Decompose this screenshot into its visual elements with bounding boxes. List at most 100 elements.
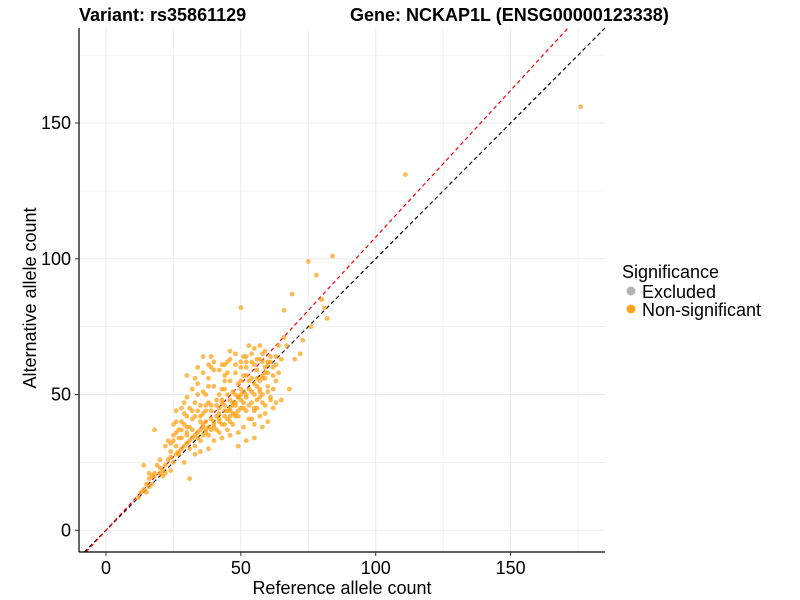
data-point bbox=[168, 454, 174, 460]
reference-line-identity bbox=[83, 27, 606, 553]
x-axis-label: Reference allele count bbox=[252, 578, 431, 598]
data-point bbox=[238, 392, 244, 397]
data-point bbox=[251, 435, 257, 441]
data-point bbox=[254, 367, 260, 373]
data-point bbox=[165, 438, 171, 444]
data-point bbox=[233, 351, 238, 357]
data-point bbox=[227, 348, 233, 354]
data-point bbox=[184, 373, 190, 378]
data-point bbox=[203, 408, 209, 414]
data-point bbox=[195, 364, 201, 370]
data-point bbox=[187, 438, 192, 444]
chart-title-gene: Gene: NCKAP1L (ENSG00000123338) bbox=[350, 5, 669, 25]
data-point bbox=[222, 373, 228, 378]
data-point bbox=[227, 432, 233, 438]
data-point bbox=[197, 449, 203, 454]
data-point bbox=[206, 383, 211, 389]
data-point bbox=[192, 451, 198, 457]
data-point bbox=[211, 359, 217, 365]
data-point bbox=[179, 405, 184, 411]
data-point bbox=[262, 411, 268, 416]
data-point bbox=[227, 356, 233, 362]
data-point bbox=[184, 413, 190, 419]
data-point bbox=[243, 408, 249, 414]
data-point bbox=[281, 335, 287, 340]
data-point bbox=[254, 405, 260, 411]
data-point bbox=[141, 462, 147, 468]
data-point bbox=[192, 400, 198, 406]
data-point bbox=[260, 400, 265, 406]
data-point bbox=[171, 438, 176, 444]
x-tick-label: 100 bbox=[361, 558, 391, 578]
data-point bbox=[224, 392, 230, 397]
data-point bbox=[241, 400, 246, 406]
data-point bbox=[206, 446, 211, 452]
data-point bbox=[211, 383, 217, 389]
data-point bbox=[146, 470, 152, 476]
data-point bbox=[265, 359, 271, 365]
data-point bbox=[168, 449, 174, 454]
data-point bbox=[305, 259, 311, 264]
data-point bbox=[184, 430, 190, 435]
data-point bbox=[219, 435, 225, 441]
data-point bbox=[278, 397, 284, 403]
data-point bbox=[257, 394, 263, 400]
data-point bbox=[162, 443, 168, 449]
legend-marker-excluded bbox=[626, 286, 636, 296]
data-point bbox=[281, 307, 287, 313]
data-point bbox=[278, 356, 284, 362]
data-point bbox=[179, 435, 184, 441]
data-point bbox=[243, 392, 249, 397]
data-point bbox=[265, 389, 271, 395]
data-point bbox=[152, 473, 157, 479]
data-point bbox=[146, 476, 152, 482]
data-point bbox=[146, 484, 152, 490]
data-point bbox=[273, 378, 279, 384]
data-point bbox=[181, 400, 187, 406]
data-point bbox=[238, 359, 244, 365]
data-point bbox=[173, 419, 179, 425]
data-point bbox=[273, 400, 279, 406]
data-point bbox=[195, 408, 201, 414]
data-point bbox=[206, 432, 211, 438]
data-point bbox=[246, 343, 252, 349]
data-point bbox=[211, 438, 217, 444]
data-point bbox=[176, 427, 182, 433]
data-point bbox=[216, 411, 222, 416]
data-point bbox=[260, 424, 265, 430]
data-point bbox=[208, 408, 214, 414]
data-point bbox=[284, 343, 290, 349]
data-point bbox=[224, 427, 230, 433]
data-point bbox=[192, 413, 198, 419]
data-point bbox=[200, 370, 206, 376]
data-point bbox=[273, 354, 279, 359]
data-point bbox=[265, 383, 271, 389]
data-point bbox=[324, 316, 330, 321]
data-point bbox=[219, 386, 225, 392]
data-point bbox=[211, 424, 217, 430]
data-point bbox=[270, 364, 276, 370]
data-point bbox=[219, 400, 225, 406]
data-point bbox=[222, 362, 228, 368]
legend-label-excluded: Excluded bbox=[642, 282, 716, 302]
data-point bbox=[243, 438, 249, 444]
data-point bbox=[200, 432, 206, 438]
data-point bbox=[222, 378, 228, 384]
data-point bbox=[268, 354, 273, 359]
data-point bbox=[251, 381, 257, 387]
y-tick-label: 50 bbox=[51, 385, 71, 405]
data-point bbox=[251, 421, 257, 427]
data-point bbox=[181, 460, 187, 465]
data-point bbox=[238, 364, 244, 370]
data-point bbox=[203, 427, 209, 433]
data-point bbox=[243, 359, 249, 365]
data-point bbox=[254, 356, 260, 362]
data-point bbox=[235, 443, 241, 449]
data-point bbox=[268, 394, 273, 400]
data-point bbox=[181, 443, 187, 449]
data-point bbox=[195, 392, 201, 397]
data-point bbox=[160, 473, 166, 479]
data-point bbox=[184, 394, 190, 400]
data-point bbox=[233, 362, 238, 368]
data-point bbox=[249, 400, 255, 406]
